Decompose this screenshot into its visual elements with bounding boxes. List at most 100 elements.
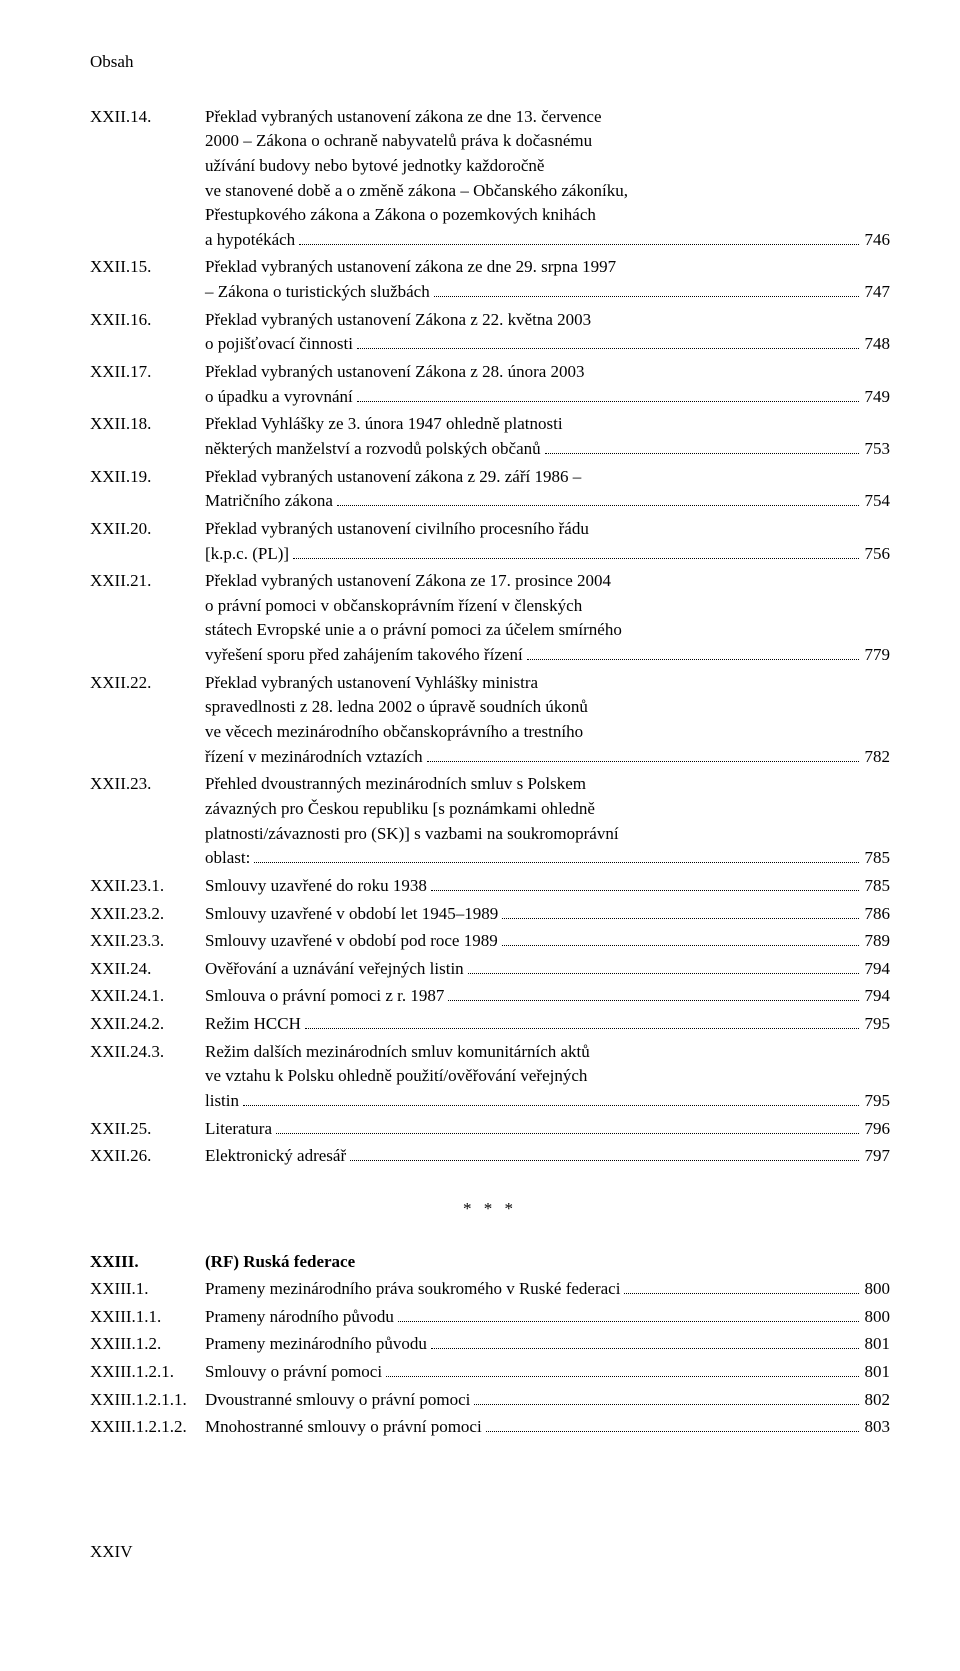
entry-last-text: Matričního zákona	[205, 489, 333, 514]
entry-last-line: Smlouvy uzavřené do roku 1938785	[205, 874, 890, 899]
entry-number: XXII.25.	[90, 1117, 205, 1142]
entry-last-line: Ověřování a uznávání veřejných listin794	[205, 957, 890, 982]
entry-last-line: a hypotékách746	[205, 228, 890, 253]
entry-page: 747	[863, 280, 891, 305]
entry-last-line: oblast: 785	[205, 846, 890, 871]
entry-last-line: Mnohostranné smlouvy o právní pomoci 803	[205, 1415, 890, 1440]
entry-last-text: Smlouvy uzavřené v období pod roce 1989	[205, 929, 498, 954]
entry-page: 796	[863, 1117, 891, 1142]
toc-entry: XXII.19.Překlad vybraných ustanovení zák…	[90, 465, 890, 514]
entry-text-line: státech Evropské unie a o právní pomoci …	[205, 618, 890, 643]
entry-last-text: vyřešení sporu před zahájením takového ř…	[205, 643, 523, 668]
entry-last-line: Dvoustranné smlouvy o právní pomoci802	[205, 1388, 890, 1413]
entry-body: Překlad vybraných ustanovení zákona ze d…	[205, 105, 890, 253]
entry-page: 797	[863, 1144, 891, 1169]
entry-body: Překlad vybraných ustanovení zákona z 29…	[205, 465, 890, 514]
page-header: Obsah	[90, 50, 890, 75]
entry-last-text: Mnohostranné smlouvy o právní pomoci	[205, 1415, 482, 1440]
entry-page: 754	[863, 489, 891, 514]
dot-leader	[293, 543, 858, 558]
entry-text-line: Překlad vybraných ustanovení Zákona ze 1…	[205, 569, 890, 594]
entry-number: XXII.15.	[90, 255, 205, 280]
entry-text-line: Překlad Vyhlášky ze 3. února 1947 ohledn…	[205, 412, 890, 437]
entry-last-text: některých manželství a rozvodů polských …	[205, 437, 541, 462]
entry-number: XXII.23.1.	[90, 874, 205, 899]
entry-body: Přehled dvoustranných mezinárodních smlu…	[205, 772, 890, 871]
entry-number: XXII.22.	[90, 671, 205, 696]
toc-entry: XXII.15.Překlad vybraných ustanovení zák…	[90, 255, 890, 304]
entry-last-line: vyřešení sporu před zahájením takového ř…	[205, 643, 890, 668]
entry-page: 801	[863, 1360, 891, 1385]
entry-last-line: Elektronický adresář797	[205, 1144, 890, 1169]
entry-body: Elektronický adresář797	[205, 1144, 890, 1169]
dot-leader	[431, 1334, 859, 1349]
toc-entry: XXIII.1.1.Prameny národního původu800	[90, 1305, 890, 1330]
entry-last-text: Smlouvy o právní pomoci	[205, 1360, 382, 1385]
entry-number: XXII.26.	[90, 1144, 205, 1169]
entry-last-text: Prameny národního původu	[205, 1305, 394, 1330]
entry-number: XXIII.1.2.	[90, 1332, 205, 1357]
entry-number: XXII.20.	[90, 517, 205, 542]
toc-entry: XXII.23.3.Smlouvy uzavřené v období pod …	[90, 929, 890, 954]
entry-number: XXII.17.	[90, 360, 205, 385]
dot-leader	[486, 1417, 859, 1432]
entry-text-line: spravedlnosti z 28. ledna 2002 o úpravě …	[205, 695, 890, 720]
entry-last-line: [k.p.c. (PL)]756	[205, 542, 890, 567]
toc-entry: XXII.14.Překlad vybraných ustanovení zák…	[90, 105, 890, 253]
entry-page: 803	[863, 1415, 891, 1440]
entry-body: Prameny národního původu 800	[205, 1305, 890, 1330]
section-title: (RF) Ruská federace	[205, 1250, 890, 1275]
dot-leader	[474, 1389, 858, 1404]
entry-page: 794	[863, 984, 891, 1009]
dot-leader	[427, 746, 859, 761]
entry-text-line: Režim dalších mezinárodních smluv komuni…	[205, 1040, 890, 1065]
entry-number: XXII.24.	[90, 957, 205, 982]
entry-page: 795	[863, 1012, 891, 1037]
entry-number: XXII.23.2.	[90, 902, 205, 927]
entry-number: XXII.19.	[90, 465, 205, 490]
entry-last-text: Prameny mezinárodního práva soukromého v…	[205, 1277, 620, 1302]
entry-text-line: Překlad vybraných ustanovení Zákona z 28…	[205, 360, 890, 385]
entry-number: XXIII.1.	[90, 1277, 205, 1302]
entry-body: Režim dalších mezinárodních smluv komuni…	[205, 1040, 890, 1114]
entry-page: 800	[863, 1305, 891, 1330]
entry-last-text: oblast:	[205, 846, 250, 871]
entry-page: 746	[863, 228, 891, 253]
dot-leader	[502, 931, 859, 946]
entry-body: Překlad Vyhlášky ze 3. února 1947 ohledn…	[205, 412, 890, 461]
toc-entry: XXII.23.1.Smlouvy uzavřené do roku 19387…	[90, 874, 890, 899]
entry-last-line: Matričního zákona 754	[205, 489, 890, 514]
entry-last-line: Smlouva o právní pomoci z r. 1987794	[205, 984, 890, 1009]
dot-leader	[545, 439, 859, 454]
toc-entry: XXIII.1.2.Prameny mezinárodního původu80…	[90, 1332, 890, 1357]
entry-body: Mnohostranné smlouvy o právní pomoci 803	[205, 1415, 890, 1440]
entry-last-text: Režim HCCH	[205, 1012, 301, 1037]
entry-last-line: některých manželství a rozvodů polských …	[205, 437, 890, 462]
dot-leader	[434, 282, 859, 297]
entry-page: 789	[863, 929, 891, 954]
dot-leader	[254, 848, 858, 863]
entry-last-text: řízení v mezinárodních vztazích	[205, 745, 423, 770]
toc-entry: XXII.23.Přehled dvoustranných mezinárodn…	[90, 772, 890, 871]
entry-page: 800	[863, 1277, 891, 1302]
toc-entry: XXII.24.3.Režim dalších mezinárodních sm…	[90, 1040, 890, 1114]
toc-entry: XXII.21.Překlad vybraných ustanovení Zák…	[90, 569, 890, 668]
entry-page: 785	[863, 846, 891, 871]
toc-entry: XXII.24.Ověřování a uznávání veřejných l…	[90, 957, 890, 982]
entry-text-line: Překlad vybraných ustanovení Vyhlášky mi…	[205, 671, 890, 696]
dot-leader	[398, 1307, 859, 1322]
toc-entry: XXIII.1.2.1.1.Dvoustranné smlouvy o práv…	[90, 1388, 890, 1413]
dot-leader	[386, 1362, 858, 1377]
toc-entry: XXII.24.1.Smlouva o právní pomoci z r. 1…	[90, 984, 890, 1009]
entry-last-text: Smlouvy uzavřené v období let 1945–1989	[205, 902, 498, 927]
toc-entry: XXII.20.Překlad vybraných ustanovení civ…	[90, 517, 890, 566]
entry-body: Literatura796	[205, 1117, 890, 1142]
entry-text-line: Přehled dvoustranných mezinárodních smlu…	[205, 772, 890, 797]
entry-number: XXII.23.	[90, 772, 205, 797]
entry-text-line: užívání budovy nebo bytové jednotky každ…	[205, 154, 890, 179]
toc-list-2: XXIII.1.Prameny mezinárodního práva souk…	[90, 1277, 890, 1440]
entry-page: 785	[863, 874, 891, 899]
entry-page: 786	[863, 902, 891, 927]
dot-leader	[299, 230, 858, 245]
toc-entry: XXII.24.2.Režim HCCH795	[90, 1012, 890, 1037]
